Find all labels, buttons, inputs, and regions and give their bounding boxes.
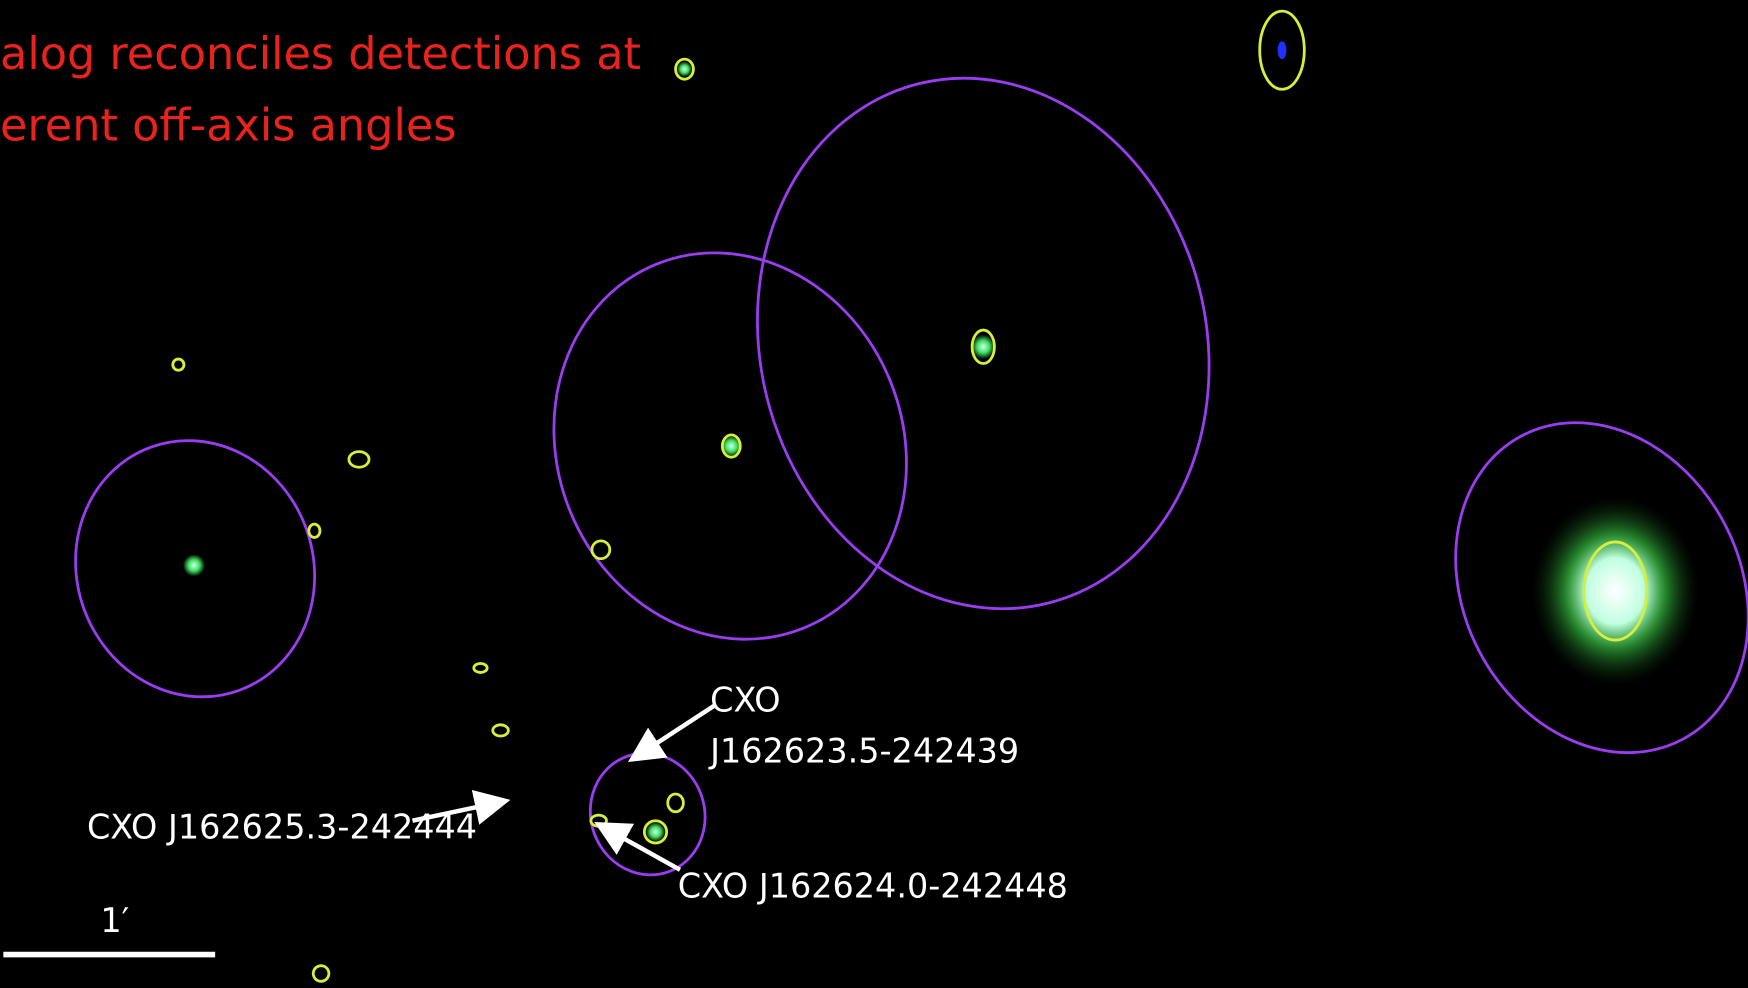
source — [183, 554, 205, 576]
source-label: CXO — [710, 680, 780, 719]
source-label: J162623.5-242439 — [708, 732, 1019, 771]
bright-source — [1532, 496, 1699, 686]
source-label: CXO J162624.0-242448 — [678, 867, 1068, 906]
page: alog reconciles detections at erent off-… — [0, 0, 1748, 988]
source — [677, 61, 693, 77]
source — [1278, 41, 1287, 59]
title-line: alog reconciles detections at — [0, 28, 641, 80]
scale-label: 1′ — [100, 901, 129, 940]
sky-image: alog reconciles detections at erent off-… — [0, 0, 1748, 988]
title-line: erent off-axis angles — [0, 99, 456, 151]
source-label: CXO J162625.3-242444 — [87, 808, 477, 847]
